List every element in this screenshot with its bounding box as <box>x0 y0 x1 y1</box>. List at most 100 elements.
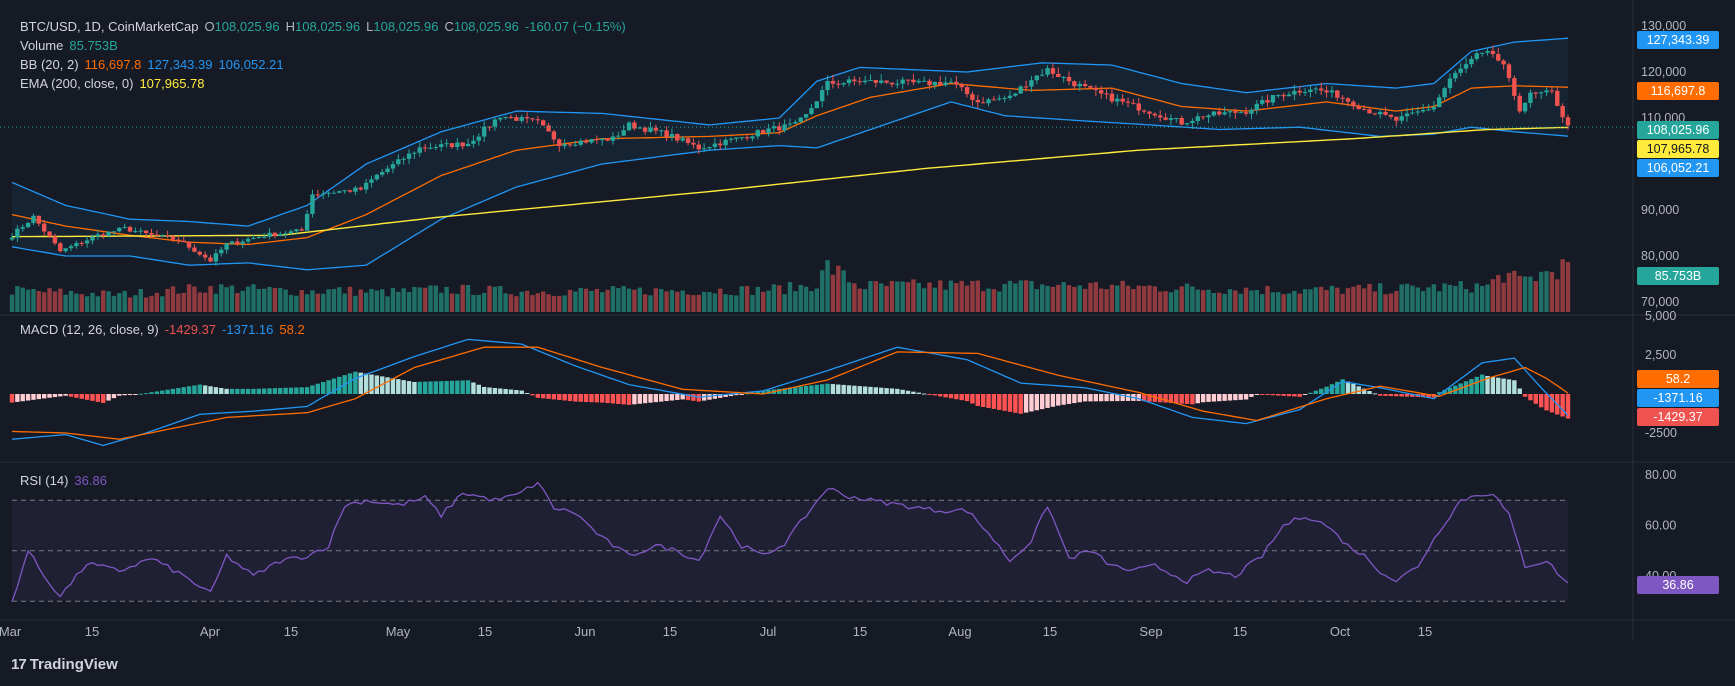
x-tick-label: May <box>386 624 411 639</box>
macd-histogram-bar <box>997 394 1002 410</box>
bb-legend[interactable]: BB (20, 2) 116,697.8 127,343.39 106,052.21 <box>20 56 290 74</box>
candle-body <box>1431 107 1437 110</box>
macd-histogram-bar <box>701 394 707 401</box>
macd-histogram-bar <box>465 380 471 394</box>
tradingview-logo[interactable]: 17 TradingView <box>11 656 118 673</box>
volume-bar <box>1496 275 1501 312</box>
candle-body <box>326 192 331 194</box>
macd-histogram-bar <box>240 388 245 394</box>
candle-body <box>879 80 884 83</box>
volume-bar <box>777 285 782 312</box>
candle-body <box>1501 60 1506 65</box>
volume-bar <box>1565 262 1571 312</box>
volume-bar <box>750 294 755 312</box>
volume-legend[interactable]: Volume 85.753B <box>20 37 124 55</box>
candle-body <box>1394 116 1399 121</box>
candle-body <box>927 80 932 86</box>
candle-body <box>1565 117 1571 126</box>
rsi-legend[interactable]: RSI (14) 36.86 <box>20 472 113 490</box>
candle-body <box>760 130 766 134</box>
macd-histogram-bar <box>1104 394 1109 402</box>
candle-body <box>1013 93 1018 96</box>
volume-bar <box>1399 284 1404 312</box>
macd-histogram-bar <box>862 386 868 394</box>
candle-body <box>422 147 428 149</box>
ema-legend[interactable]: EMA (200, close, 0) 107,965.78 <box>20 75 211 93</box>
macd-histogram-bar <box>63 394 68 396</box>
volume-bar <box>964 285 970 312</box>
volume-bar <box>1394 290 1399 312</box>
volume-bar <box>578 287 583 312</box>
volume-bar <box>642 294 648 312</box>
volume-bar <box>1324 289 1329 312</box>
macd-tick-label: 5,000 <box>1645 309 1676 323</box>
volume-bar <box>358 289 363 312</box>
macd-histogram-bar <box>653 394 659 403</box>
candle-body <box>626 122 632 131</box>
volume-bar <box>487 285 492 312</box>
candle-body <box>959 84 964 88</box>
macd-histogram-bar <box>766 389 771 394</box>
macd-histogram-bar <box>583 394 589 402</box>
candle-body <box>197 251 202 255</box>
price-tick-label: 120,000 <box>1641 65 1686 79</box>
macd-histogram-bar <box>1109 394 1115 402</box>
candle-body <box>1147 111 1152 114</box>
volume-bar <box>1549 272 1555 312</box>
volume-bar <box>701 291 707 312</box>
candle-body <box>895 83 900 85</box>
candle-body <box>127 226 133 232</box>
macd-histogram-bar <box>1238 394 1243 400</box>
candle-body <box>492 119 498 127</box>
candle-body <box>1018 86 1023 94</box>
candle-body <box>476 136 481 141</box>
macd-histogram-bar <box>25 394 31 401</box>
candle-body <box>932 82 938 86</box>
candle-body <box>374 174 380 180</box>
candle-body <box>814 101 820 109</box>
macd-histogram-bar <box>616 394 621 404</box>
candle-body <box>1082 84 1088 87</box>
bollinger-band-fill <box>12 38 1568 270</box>
macd-histogram-bar <box>1367 391 1372 394</box>
volume-bar <box>841 270 846 312</box>
volume-bar <box>342 293 347 312</box>
candle-body <box>734 137 739 139</box>
volume-bar <box>567 289 573 312</box>
candle-body <box>288 231 294 234</box>
candle-body <box>852 79 857 82</box>
volume-bar <box>1007 280 1013 312</box>
macd-histogram-bar <box>331 378 337 394</box>
candle-body <box>186 241 192 248</box>
macd-signal-value: 58.2 <box>279 322 305 337</box>
macd-histogram-bar <box>879 387 884 394</box>
macd-legend[interactable]: MACD (12, 26, close, 9) -1429.37 -1371.16 5… <box>20 321 311 339</box>
candle-body <box>600 138 605 141</box>
volume-bar <box>1308 289 1313 312</box>
macd-histogram-bar <box>315 383 321 394</box>
volume-bar <box>551 295 557 312</box>
candle-body <box>664 130 669 137</box>
price-tick-label: 130,000 <box>1641 19 1686 33</box>
candle-body <box>1002 98 1007 100</box>
price-tick-label: 90,000 <box>1641 203 1679 217</box>
macd-histogram-bar <box>755 391 761 394</box>
symbol-label[interactable]: BTC/USD, 1D, CoinMarketCap <box>20 19 199 34</box>
volume-bar <box>1544 271 1549 312</box>
x-tick-label: 15 <box>478 624 492 639</box>
candle-body <box>911 79 916 83</box>
macd-histogram-bar <box>1276 394 1281 396</box>
volume-bar <box>1238 293 1243 312</box>
macd-histogram-bar <box>685 394 691 401</box>
volume-bar <box>1050 286 1056 312</box>
candle-body <box>117 227 122 232</box>
macd-histogram-bar <box>675 394 680 400</box>
x-tick-label: Jun <box>575 624 596 639</box>
macd-histogram-bar <box>374 375 380 394</box>
candle-body <box>1023 86 1029 88</box>
macd-histogram-bar <box>1152 394 1158 402</box>
volume-bar <box>208 286 213 312</box>
macd-histogram-bar <box>589 394 594 403</box>
macd-histogram-bar <box>1045 394 1050 408</box>
